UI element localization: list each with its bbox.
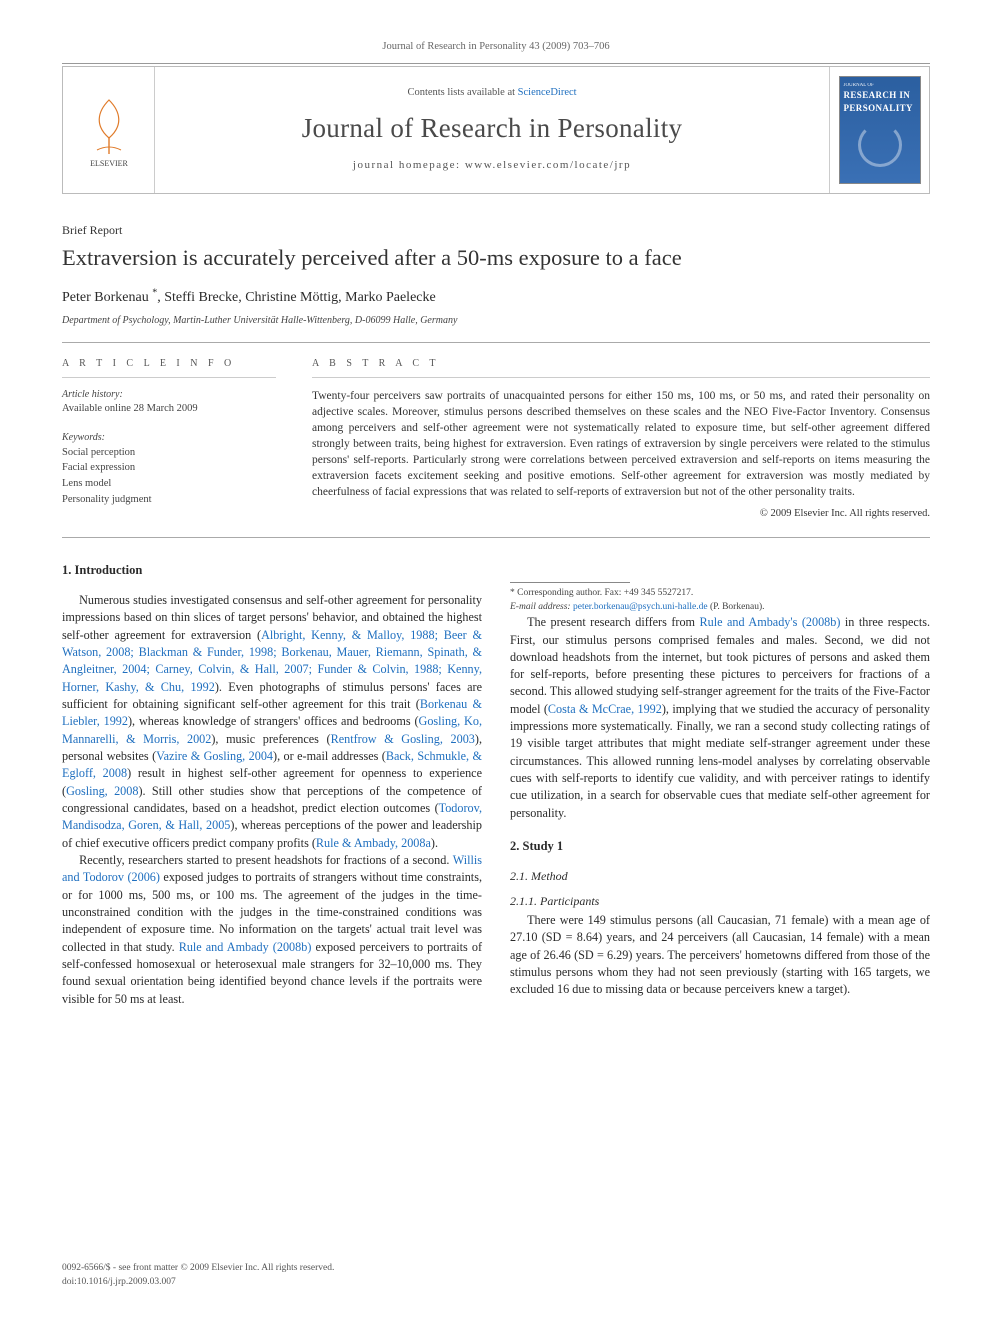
contents-prefix: Contents lists available at (407, 87, 517, 98)
banner-right: JOURNAL OF RESEARCH IN PERSONALITY (829, 67, 929, 193)
citation-link[interactable]: Rentfrow & Gosling, 2003 (331, 732, 475, 746)
citation-link[interactable]: Rule and Ambady's (2008b) (700, 615, 841, 629)
article-info-head: A R T I C L E I N F O (62, 357, 276, 378)
text-run: ), whereas knowledge of strangers' offic… (128, 714, 419, 728)
email-line: E-mail address: peter.borkenau@psych.uni… (510, 601, 765, 614)
text-run: The present research differs from (527, 615, 699, 629)
corr-marker: * (152, 288, 157, 299)
intro-para-2: Recently, researchers started to present… (62, 852, 482, 1008)
section-2-1-head: 2.1. Method (510, 868, 930, 885)
elsevier-tree-logo-icon: ELSEVIER (77, 90, 141, 170)
keyword: Lens model (62, 477, 276, 492)
svg-text:ELSEVIER: ELSEVIER (90, 159, 128, 168)
authors: Peter Borkenau *, Steffi Brecke, Christi… (62, 287, 930, 308)
citation-link[interactable]: Rule and Ambady (2008b) (179, 940, 312, 954)
journal-title-banner: Journal of Research in Personality (302, 110, 683, 148)
citation-link[interactable]: Vazire & Gosling, 2004 (156, 749, 273, 763)
email-who: (P. Borkenau). (708, 602, 765, 612)
top-rule (62, 63, 930, 64)
journal-cover-thumb: JOURNAL OF RESEARCH IN PERSONALITY (839, 76, 921, 184)
section-2-head: 2. Study 1 (510, 838, 930, 856)
meta-abstract-row: A R T I C L E I N F O Article history: A… (62, 342, 930, 538)
footer-line-1: 0092-6566/$ - see front matter © 2009 El… (62, 1262, 334, 1275)
corr-author-note: * Corresponding author. Fax: +49 345 552… (510, 587, 765, 600)
section-1-head: 1. Introduction (62, 562, 482, 580)
text-run: Recently, researchers started to present… (79, 853, 453, 867)
keyword: Personality judgment (62, 493, 276, 508)
text-run: ). (431, 836, 438, 850)
journal-homepage: journal homepage: www.elsevier.com/locat… (353, 158, 631, 173)
section-study1: 2. Study 1 2.1. Method 2.1.1. Participan… (510, 838, 930, 998)
cover-title-2: PERSONALITY (844, 104, 916, 114)
email-label: E-mail address: (510, 602, 573, 612)
keyword: Social perception (62, 446, 276, 461)
page-footer: 0092-6566/$ - see front matter © 2009 El… (62, 1262, 334, 1289)
cover-top-text: JOURNAL OF (844, 83, 916, 89)
article-info-column: A R T I C L E I N F O Article history: A… (62, 357, 276, 521)
abstract-text: Twenty-four perceivers saw portraits of … (312, 388, 930, 501)
text-run: ), music preferences ( (211, 732, 330, 746)
abstract-column: A B S T R A C T Twenty-four perceivers s… (312, 357, 930, 521)
email-link[interactable]: peter.borkenau@psych.uni-halle.de (573, 602, 708, 612)
text-run: in three respects. First, our stimulus p… (510, 615, 930, 716)
history-line: Available online 28 March 2009 (62, 402, 276, 417)
keyword: Facial expression (62, 461, 276, 476)
journal-banner: ELSEVIER Contents lists available at Sci… (62, 66, 930, 194)
abstract-head: A B S T R A C T (312, 357, 930, 378)
history-head: Article history: (62, 388, 276, 402)
keywords-list: Social perception Facial expression Lens… (62, 446, 276, 508)
homepage-url: www.elsevier.com/locate/jrp (465, 159, 631, 171)
footnote-block: * Corresponding author. Fax: +49 345 552… (510, 582, 765, 614)
sciencedirect-link[interactable]: ScienceDirect (518, 87, 577, 98)
body-two-column: 1. Introduction Numerous studies investi… (62, 562, 930, 1008)
text-run: ), implying that we studied the accuracy… (510, 702, 930, 820)
participants-para: There were 149 stimulus persons (all Cau… (510, 912, 930, 999)
footnote-rule (510, 582, 630, 583)
publisher-logo-cell: ELSEVIER (63, 67, 155, 193)
keywords-head: Keywords: (62, 431, 276, 445)
contents-line: Contents lists available at ScienceDirec… (407, 86, 576, 101)
homepage-prefix: journal homepage: (353, 159, 465, 171)
citation-link[interactable]: Gosling, 2008 (66, 784, 138, 798)
section-2-1-1-head: 2.1.1. Participants (510, 893, 930, 910)
abstract-copyright: © 2009 Elsevier Inc. All rights reserved… (312, 507, 930, 522)
footer-line-2: doi:10.1016/j.jrp.2009.03.007 (62, 1276, 334, 1289)
cover-title-1: RESEARCH IN (844, 91, 916, 101)
citation-link[interactable]: Rule & Ambady, 2008a (316, 836, 431, 850)
affiliation: Department of Psychology, Martin-Luther … (62, 314, 930, 328)
cover-swirl-icon (858, 123, 902, 167)
citation-link[interactable]: Costa & McCrae, 1992 (548, 702, 662, 716)
banner-center: Contents lists available at ScienceDirec… (155, 67, 829, 193)
running-head: Journal of Research in Personality 43 (2… (62, 40, 930, 55)
text-run: ), or e-mail addresses ( (273, 749, 386, 763)
article-title: Extraversion is accurately perceived aft… (62, 244, 930, 272)
author-list: Peter Borkenau *, Steffi Brecke, Christi… (62, 290, 436, 305)
intro-para-1: Numerous studies investigated consensus … (62, 592, 482, 852)
intro-para-3: The present research differs from Rule a… (510, 614, 930, 822)
article-type: Brief Report (62, 222, 930, 239)
